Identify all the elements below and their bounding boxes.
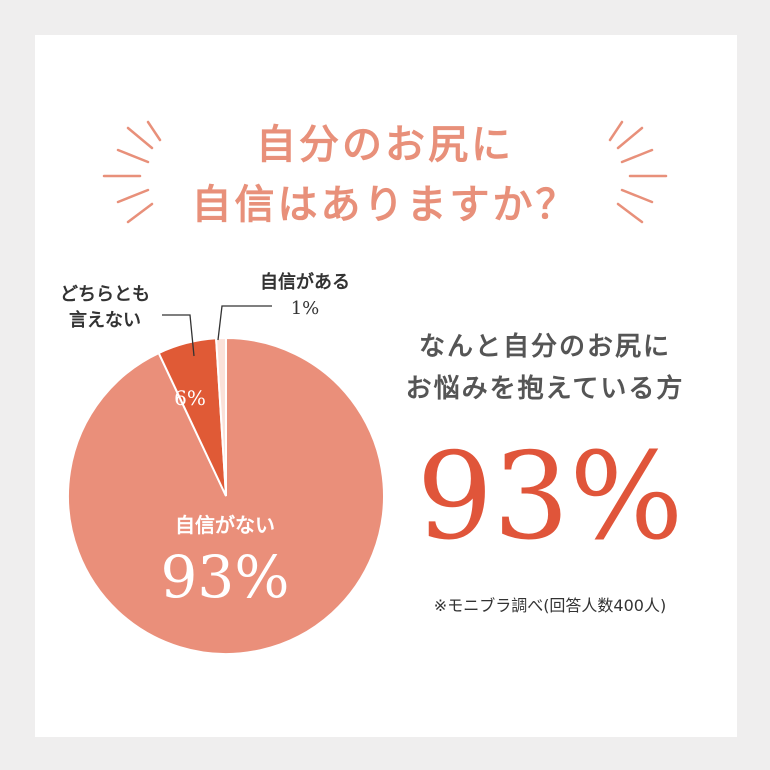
- survey-note: ※モニブラ調べ(回答人数400人): [433, 596, 667, 615]
- headline-line-1: なんと自分のお尻に: [418, 332, 671, 362]
- headline-value: 93%: [416, 428, 684, 567]
- label-neutral: どちらとも 言えない: [40, 282, 170, 334]
- label-confident-text: 自信がある: [260, 272, 350, 293]
- burst-lines-right: [608, 120, 668, 224]
- label-neutral-line2: 言えない: [69, 310, 141, 331]
- slice-neutral-value: 6%: [174, 386, 206, 410]
- pie-chart: [67, 336, 385, 655]
- title-line-2: 自信はありますか？: [191, 182, 579, 228]
- slice-not-confident-value: 93%: [160, 543, 290, 611]
- pie-slice-2: [215, 336, 227, 497]
- leader-lines: [162, 305, 272, 357]
- label-confident: 自信がある 1%: [240, 270, 370, 322]
- label-confident-value: 1%: [290, 298, 320, 319]
- label-neutral-line1: どちらとも: [60, 284, 150, 305]
- burst-lines-left: [102, 120, 162, 224]
- slice-not-confident-label: 自信がない: [175, 513, 275, 537]
- headline-line-2: お悩みを抱えている方: [405, 374, 685, 404]
- title-line-1: 自分のお尻に: [256, 122, 514, 168]
